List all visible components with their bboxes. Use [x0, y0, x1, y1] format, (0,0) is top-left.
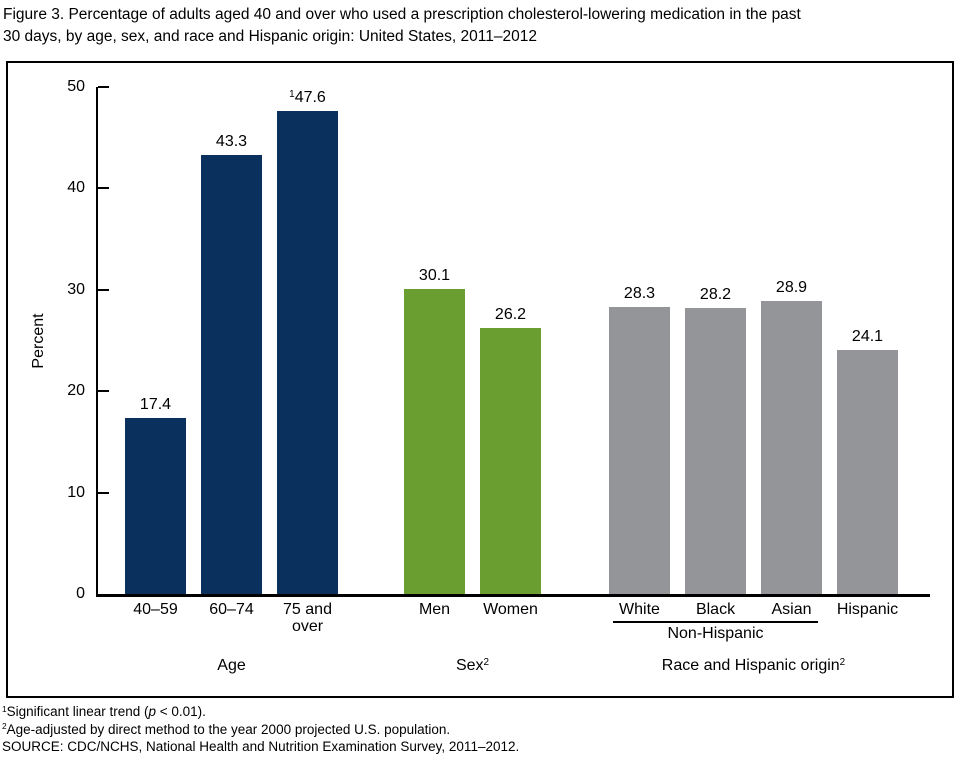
y-tick	[98, 86, 109, 88]
bar	[480, 328, 541, 594]
bar	[609, 307, 670, 594]
bar-value-label: 147.6	[289, 89, 326, 106]
subgroup-underline	[613, 621, 818, 623]
y-tick-label: 10	[67, 484, 85, 501]
y-tick	[98, 390, 109, 392]
bar-category-label: Black	[695, 601, 736, 618]
y-axis-line	[96, 87, 98, 597]
footnote-line: SOURCE: CDC/NCHS, National Health and Nu…	[2, 738, 952, 756]
footnotes: 1Significant linear trend (p < 0.01). 2Ag…	[2, 703, 952, 756]
bar-value-label: 26.2	[494, 306, 527, 323]
bar	[761, 301, 822, 594]
y-tick-label: 0	[76, 585, 85, 602]
group-label: Age	[217, 657, 246, 674]
y-tick	[98, 492, 109, 494]
bar-value-label: 43.3	[215, 133, 248, 150]
footnote-text: Age-adjusted by direct method to the yea…	[6, 721, 451, 737]
superscript-marker: 2	[2, 721, 7, 732]
bar	[277, 111, 338, 594]
bar-value-label: 30.1	[418, 267, 451, 284]
y-tick-label: 20	[67, 382, 85, 399]
footnote-italic-text: p	[148, 704, 156, 719]
y-tick-label: 40	[67, 179, 85, 196]
bar-category-label: Asian	[771, 601, 812, 618]
subgroup-label: Non-Hispanic	[667, 625, 764, 642]
y-tick	[98, 289, 109, 291]
figure-title: Figure 3. Percentage of adults aged 40 a…	[3, 6, 801, 45]
bar	[404, 289, 465, 594]
y-tick	[98, 187, 109, 189]
footnote-line: 1Significant linear trend (p < 0.01).	[2, 703, 952, 721]
bar-category-label: Hispanic	[836, 601, 899, 618]
superscript-marker: 2	[483, 657, 490, 669]
y-tick-label: 30	[67, 281, 85, 298]
chart-frame: 0 10 20 30 40 50 Percent 17.4 40–59 43.3 60–74 147.…	[6, 61, 954, 698]
footnote-text: Significant linear trend (	[6, 704, 149, 719]
bar-category-label: Men	[418, 601, 451, 618]
superscript-marker: 2	[839, 657, 846, 669]
footnote-line: 2Age-adjusted by direct method to the ye…	[2, 721, 952, 739]
bar-value-label: 17.4	[139, 396, 172, 413]
footnote-text: SOURCE: CDC/NCHS, National Health and Nu…	[2, 739, 520, 754]
bar-value-label: 24.1	[851, 328, 884, 345]
bar-category-label: 40–59	[133, 601, 178, 618]
bar	[125, 418, 186, 594]
bar-category-label: 60–74	[209, 601, 254, 618]
bar-value-label: 28.2	[699, 286, 732, 303]
superscript-marker: 1	[2, 703, 7, 714]
bar	[201, 155, 262, 594]
y-axis-title: Percent	[30, 313, 47, 369]
group-label: Race and Hispanic origin2	[661, 657, 846, 674]
bar-value-label: 28.9	[775, 279, 808, 296]
bar-category-label: Women	[483, 601, 538, 618]
bar	[685, 308, 746, 594]
bar	[837, 350, 898, 594]
bar-value-label: 28.3	[623, 285, 656, 302]
plot-area: 0 10 20 30 40 50 Percent 17.4 40–59 43.3 60–74 147.…	[8, 63, 952, 696]
y-tick-label: 50	[67, 78, 85, 95]
footnote-text: < 0.01).	[156, 704, 206, 719]
x-axis-line	[96, 594, 930, 597]
bar-category-label: 75 and over	[283, 601, 332, 635]
bar-category-label: White	[619, 601, 660, 618]
superscript-marker: 1	[289, 89, 295, 101]
group-label: Sex2	[455, 657, 490, 674]
